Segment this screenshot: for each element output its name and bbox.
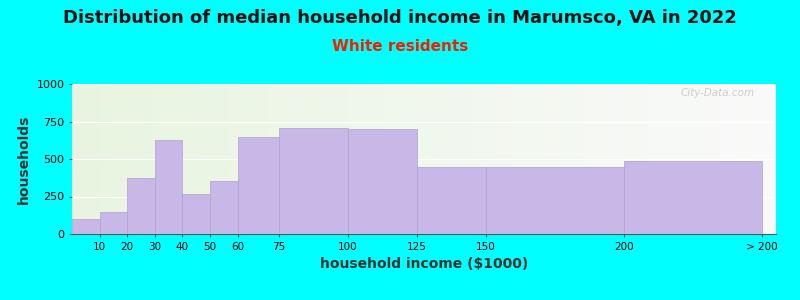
- Bar: [155, 140, 182, 234]
- Bar: [417, 167, 486, 234]
- X-axis label: household income ($1000): household income ($1000): [320, 257, 528, 271]
- Bar: [127, 178, 155, 234]
- Bar: [182, 194, 210, 234]
- Bar: [279, 128, 348, 234]
- Text: City-Data.com: City-Data.com: [681, 88, 755, 98]
- Bar: [624, 160, 762, 234]
- Bar: [72, 219, 100, 234]
- Bar: [486, 167, 624, 234]
- Y-axis label: households: households: [17, 114, 31, 204]
- Bar: [238, 136, 279, 234]
- Bar: [210, 181, 238, 234]
- Text: White residents: White residents: [332, 39, 468, 54]
- Text: Distribution of median household income in Marumsco, VA in 2022: Distribution of median household income …: [63, 9, 737, 27]
- Bar: [100, 212, 127, 234]
- Bar: [348, 129, 417, 234]
